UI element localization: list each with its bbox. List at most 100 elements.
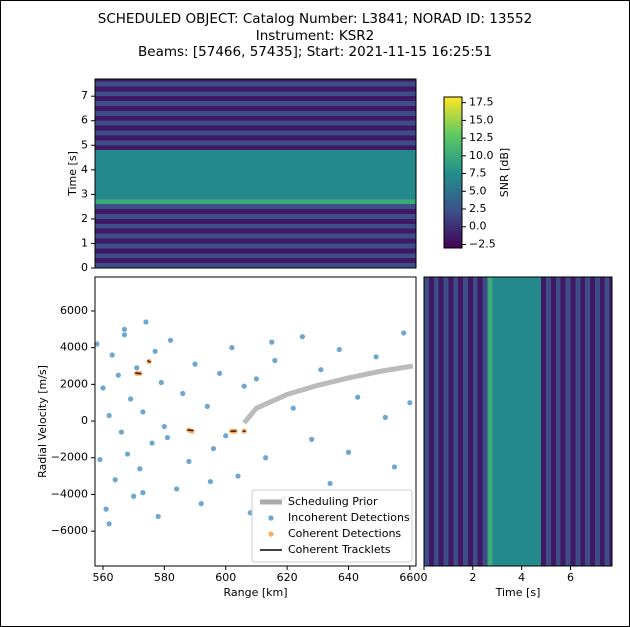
series-point [210, 445, 217, 452]
series-point [109, 352, 115, 358]
series-point [131, 493, 137, 499]
x-axis-label: Time [s] [495, 586, 541, 599]
heatmap-cell [95, 189, 416, 195]
axes-frame [94, 276, 417, 567]
y-tick-label: −4000 [51, 487, 88, 500]
series-point [355, 394, 361, 400]
heatmap-cell [95, 106, 416, 111]
heatmap-cell [95, 174, 416, 180]
series-point [112, 477, 118, 483]
series-point [180, 390, 186, 397]
series-point [106, 412, 112, 419]
series-line [135, 359, 246, 433]
x-tick-label: 2 [469, 571, 476, 584]
series-point [161, 423, 167, 430]
heatmap-cell [580, 277, 586, 566]
heatmap-cell [95, 248, 416, 254]
title-line: Instrument: KSR2 [256, 28, 375, 44]
heatmap-cell [95, 263, 416, 268]
heatmap-cell [511, 277, 517, 566]
y-tick-label: 5 [81, 138, 88, 151]
series-point [97, 456, 103, 463]
title-line: SCHEDULED OBJECT: Catalog Number: L3841;… [98, 11, 532, 27]
heatmap-cell [95, 214, 416, 219]
heatmap-cell [443, 277, 449, 566]
series-point [299, 334, 306, 340]
heatmap-cell [95, 79, 416, 82]
series-point [318, 367, 324, 373]
y-tick-label: 4 [81, 163, 88, 176]
heatmap-cell [95, 86, 416, 92]
heatmap-cell [95, 160, 416, 165]
heatmap-cell [516, 277, 522, 566]
heatmap-cell [453, 277, 459, 566]
heatmap-cell [521, 277, 527, 566]
heatmap-cell [95, 184, 416, 190]
colorbar-label: SNR [dB] [498, 148, 511, 197]
heatmap-cell [95, 145, 416, 151]
colorbar-tick-label: 7.5 [469, 167, 487, 180]
legend-label: Incoherent Detections [288, 511, 410, 524]
legend-swatch [268, 515, 274, 521]
heatmap-cell [590, 277, 595, 566]
colorbar-tick-label: −2.5 [469, 237, 496, 250]
series-point [121, 326, 128, 332]
heatmap-cell [95, 218, 416, 224]
y-tick-label: −2000 [51, 451, 88, 464]
y-tick-label: 6 [81, 114, 88, 127]
heatmap-cell [95, 120, 416, 126]
series-point [174, 486, 180, 492]
series-point [140, 409, 146, 415]
legend-label: Coherent Detections [288, 527, 401, 540]
series-point [198, 501, 204, 507]
series-point [391, 464, 398, 470]
y-axis-label: Time [s] [66, 151, 79, 197]
y-tick-label: 3 [81, 187, 88, 200]
series-point [272, 357, 278, 364]
series-point [121, 332, 128, 338]
heatmap-cell [95, 135, 416, 141]
heatmap-cell [546, 277, 551, 566]
axes-frame [423, 276, 613, 567]
x-tick-label: 660 [399, 571, 420, 584]
colorbar-tick-label: 10.0 [469, 149, 494, 162]
series-point [223, 433, 229, 439]
series-point [186, 458, 192, 465]
series-point [373, 354, 379, 360]
heatmap-cell [95, 223, 416, 229]
heatmap-cell [95, 258, 416, 264]
series-point [103, 506, 109, 512]
heatmap-cell [526, 277, 532, 566]
heatmap-cell [497, 277, 503, 566]
heatmap-cell [95, 130, 416, 136]
series-point [137, 466, 143, 472]
series-point [152, 348, 158, 354]
heatmap-cell [477, 277, 483, 566]
series-point [336, 346, 342, 353]
heatmap-cell [95, 179, 416, 185]
legend-label: Coherent Tracklets [288, 543, 391, 556]
heatmap-cell [95, 110, 416, 116]
heatmap-cell [458, 277, 464, 566]
heatmap-cell [575, 277, 581, 566]
y-tick-label: 4000 [60, 341, 88, 354]
x-tick-label: 4 [518, 571, 525, 584]
series-point [382, 414, 388, 420]
heatmap-cell [95, 169, 416, 175]
heatmap-cell [95, 199, 416, 205]
series-point [235, 473, 241, 479]
series-point [106, 521, 112, 527]
series-point [167, 337, 174, 343]
heatmap-cell [448, 277, 454, 566]
series-point [155, 513, 161, 520]
y-tick-label: 2 [81, 212, 88, 225]
series-point [158, 379, 164, 386]
heatmap-cell [438, 277, 444, 566]
series-point [345, 449, 352, 455]
series-point [229, 345, 235, 351]
series-point [143, 319, 149, 325]
series-point [401, 330, 407, 336]
colorbar-tick-label: 15.0 [469, 113, 494, 126]
series-point [407, 400, 413, 406]
